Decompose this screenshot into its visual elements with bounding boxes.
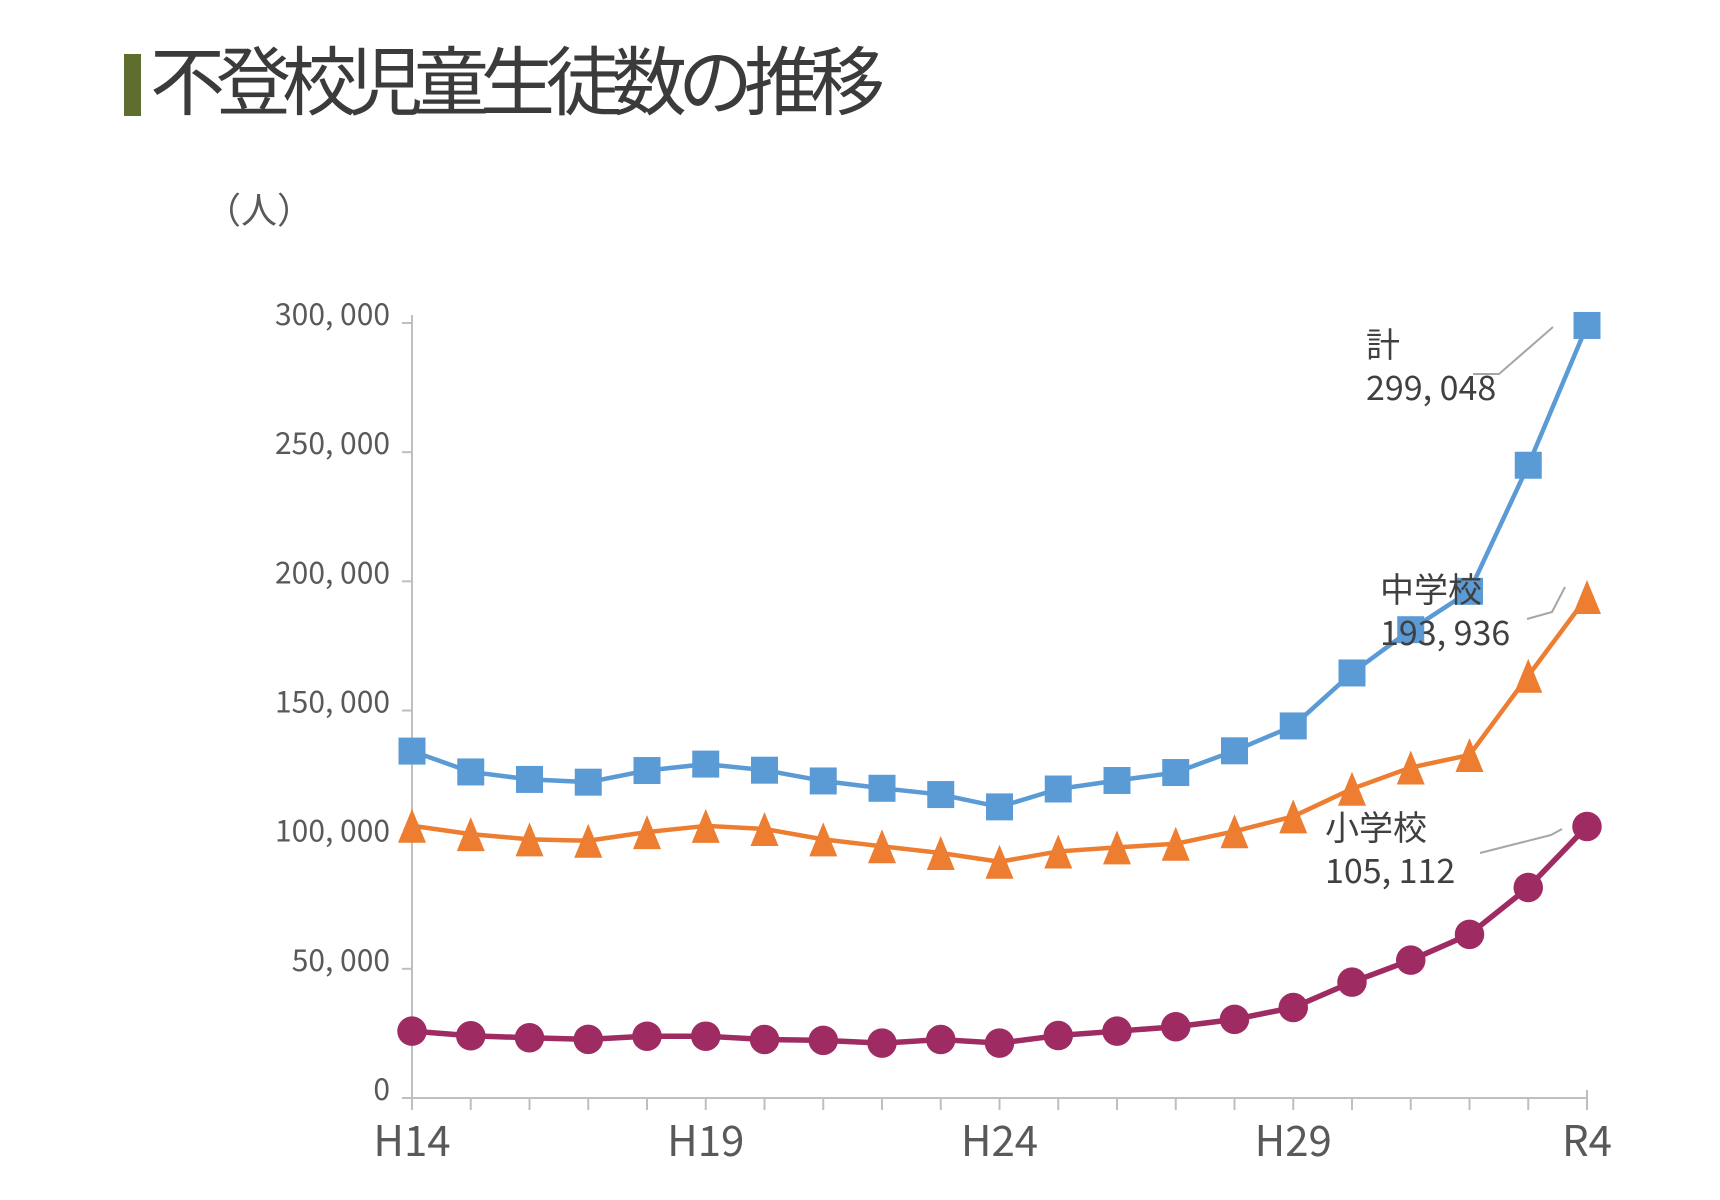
svg-text:100, 000: 100, 000: [275, 807, 390, 851]
svg-text:中学校: 中学校: [1380, 563, 1482, 612]
svg-text:計: 計: [1366, 318, 1400, 367]
svg-text:300, 000: 300, 000: [275, 290, 390, 334]
svg-text:150, 000: 150, 000: [275, 678, 390, 722]
svg-text:H14: H14: [373, 1108, 450, 1169]
svg-text:50, 000: 50, 000: [292, 936, 390, 980]
svg-text:193, 936: 193, 936: [1380, 606, 1510, 655]
svg-text:250, 000: 250, 000: [275, 419, 390, 463]
svg-text:R4: R4: [1562, 1108, 1612, 1169]
svg-text:0: 0: [373, 1065, 390, 1109]
svg-text:小学校: 小学校: [1325, 801, 1427, 850]
svg-text:H24: H24: [961, 1108, 1038, 1169]
svg-text:299, 048: 299, 048: [1366, 361, 1496, 410]
svg-text:105, 112: 105, 112: [1325, 844, 1455, 893]
svg-text:H29: H29: [1255, 1108, 1332, 1169]
svg-text:H19: H19: [667, 1108, 744, 1169]
svg-text:200, 000: 200, 000: [275, 548, 390, 592]
